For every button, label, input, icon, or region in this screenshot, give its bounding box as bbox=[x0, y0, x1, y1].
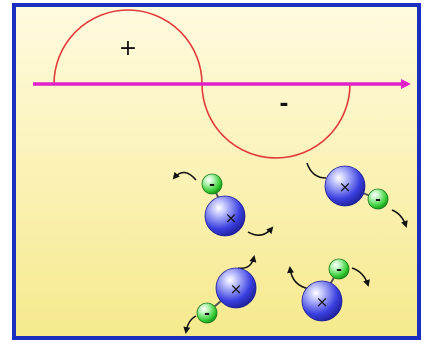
dipole-molecule-icon: - × bbox=[287, 258, 370, 322]
svg-text:-: - bbox=[336, 262, 342, 278]
sine-wave-positive-lobe bbox=[53, 9, 203, 85]
dipole-molecule-icon: × - bbox=[183, 255, 257, 334]
positive-particle bbox=[324, 165, 366, 207]
positive-particle bbox=[301, 280, 343, 322]
dipole-molecule-icon: × - bbox=[306, 162, 408, 228]
rotation-arrow-icon bbox=[172, 171, 197, 181]
rotation-arrow-icon bbox=[351, 267, 370, 287]
svg-text:-: - bbox=[375, 192, 381, 208]
svg-text:×: × bbox=[225, 209, 238, 227]
rotation-arrow-icon bbox=[391, 209, 408, 228]
positive-particle bbox=[215, 267, 257, 309]
negative-particle bbox=[201, 173, 223, 195]
svg-text:×: × bbox=[316, 293, 329, 311]
svg-text:-: - bbox=[204, 306, 210, 322]
svg-text:-: - bbox=[209, 177, 215, 193]
negative-particle bbox=[196, 302, 218, 324]
dipole-molecule-icon: - × bbox=[172, 171, 274, 237]
negative-particle bbox=[328, 258, 350, 280]
positive-particle bbox=[204, 195, 246, 237]
positive-lobe-label: + bbox=[119, 36, 137, 61]
negative-particle bbox=[367, 188, 389, 210]
svg-text:×: × bbox=[230, 280, 243, 298]
sine-wave-negative-lobe bbox=[201, 83, 351, 159]
rotation-arrow-icon bbox=[247, 226, 274, 236]
rotation-arrow-icon bbox=[183, 315, 197, 334]
rotation-arrow-icon bbox=[306, 162, 327, 179]
negative-lobe-label: - bbox=[279, 92, 288, 117]
svg-text:×: × bbox=[339, 178, 352, 196]
